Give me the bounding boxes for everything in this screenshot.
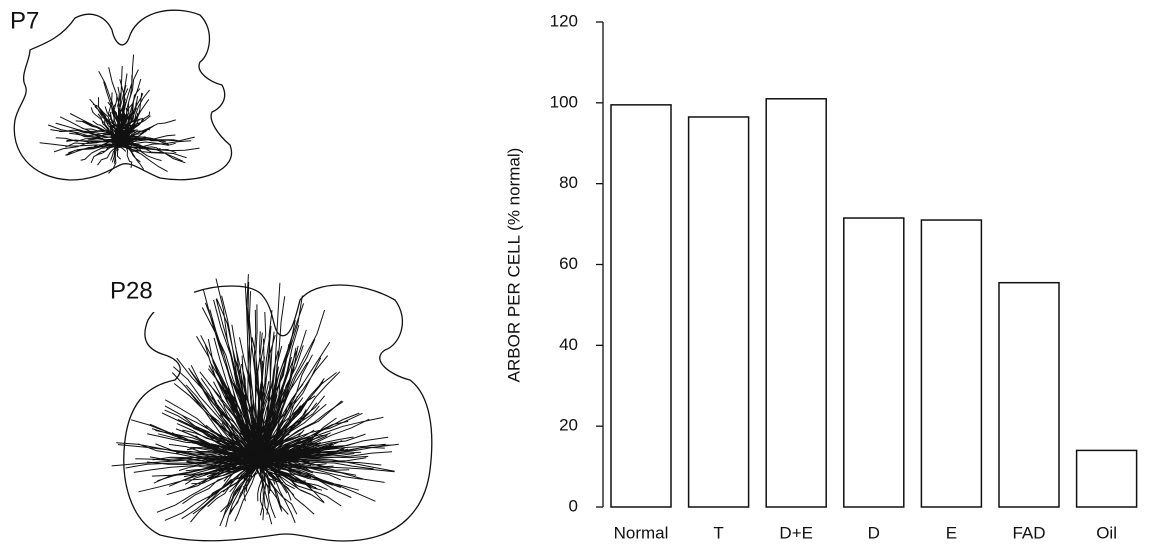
label-box [104, 268, 194, 312]
x-tick-label: Normal [614, 523, 669, 542]
x-tick-label: Oil [1096, 523, 1117, 542]
bar [1075, 449, 1138, 508]
arbor-strokes [111, 400, 399, 528]
bar [610, 104, 672, 508]
soma [253, 457, 261, 465]
panel-label: P28 [110, 277, 153, 304]
y-tick-label: 100 [550, 92, 578, 111]
arbor-strokes [39, 113, 200, 174]
x-tick-label: D+E [779, 523, 813, 542]
label-box [0, 0, 68, 48]
bar [998, 281, 1060, 508]
x-tick-label: D [868, 523, 880, 542]
y-tick-label: 120 [550, 11, 578, 30]
y-tick-label: 20 [559, 416, 578, 435]
soma [117, 132, 125, 139]
y-axis-label: ARBOR PER CELL (% normal) [504, 148, 523, 383]
x-tick-label: E [946, 523, 957, 542]
arbor-drawing [111, 274, 399, 528]
soma [114, 139, 122, 147]
y-tick-label: 40 [559, 335, 578, 354]
bar [920, 219, 983, 508]
x-tick-label: T [713, 523, 723, 542]
soma [261, 461, 269, 468]
arbor-drawing [39, 54, 200, 174]
bar [765, 98, 827, 508]
section-outline [13, 9, 233, 181]
y-tick-label: 0 [569, 496, 578, 515]
bar [843, 217, 905, 508]
soma [121, 139, 129, 146]
p28-section: P28 [104, 268, 433, 542]
panel-label: P7 [10, 7, 39, 34]
y-tick-label: 80 [559, 173, 578, 192]
soma [251, 452, 259, 460]
bar [687, 116, 750, 508]
p7-section: P7 [0, 0, 233, 181]
section-outline [123, 284, 433, 542]
soma [121, 132, 128, 140]
x-tick-label: FAD [1012, 523, 1045, 542]
y-tick-label: 60 [559, 254, 578, 273]
